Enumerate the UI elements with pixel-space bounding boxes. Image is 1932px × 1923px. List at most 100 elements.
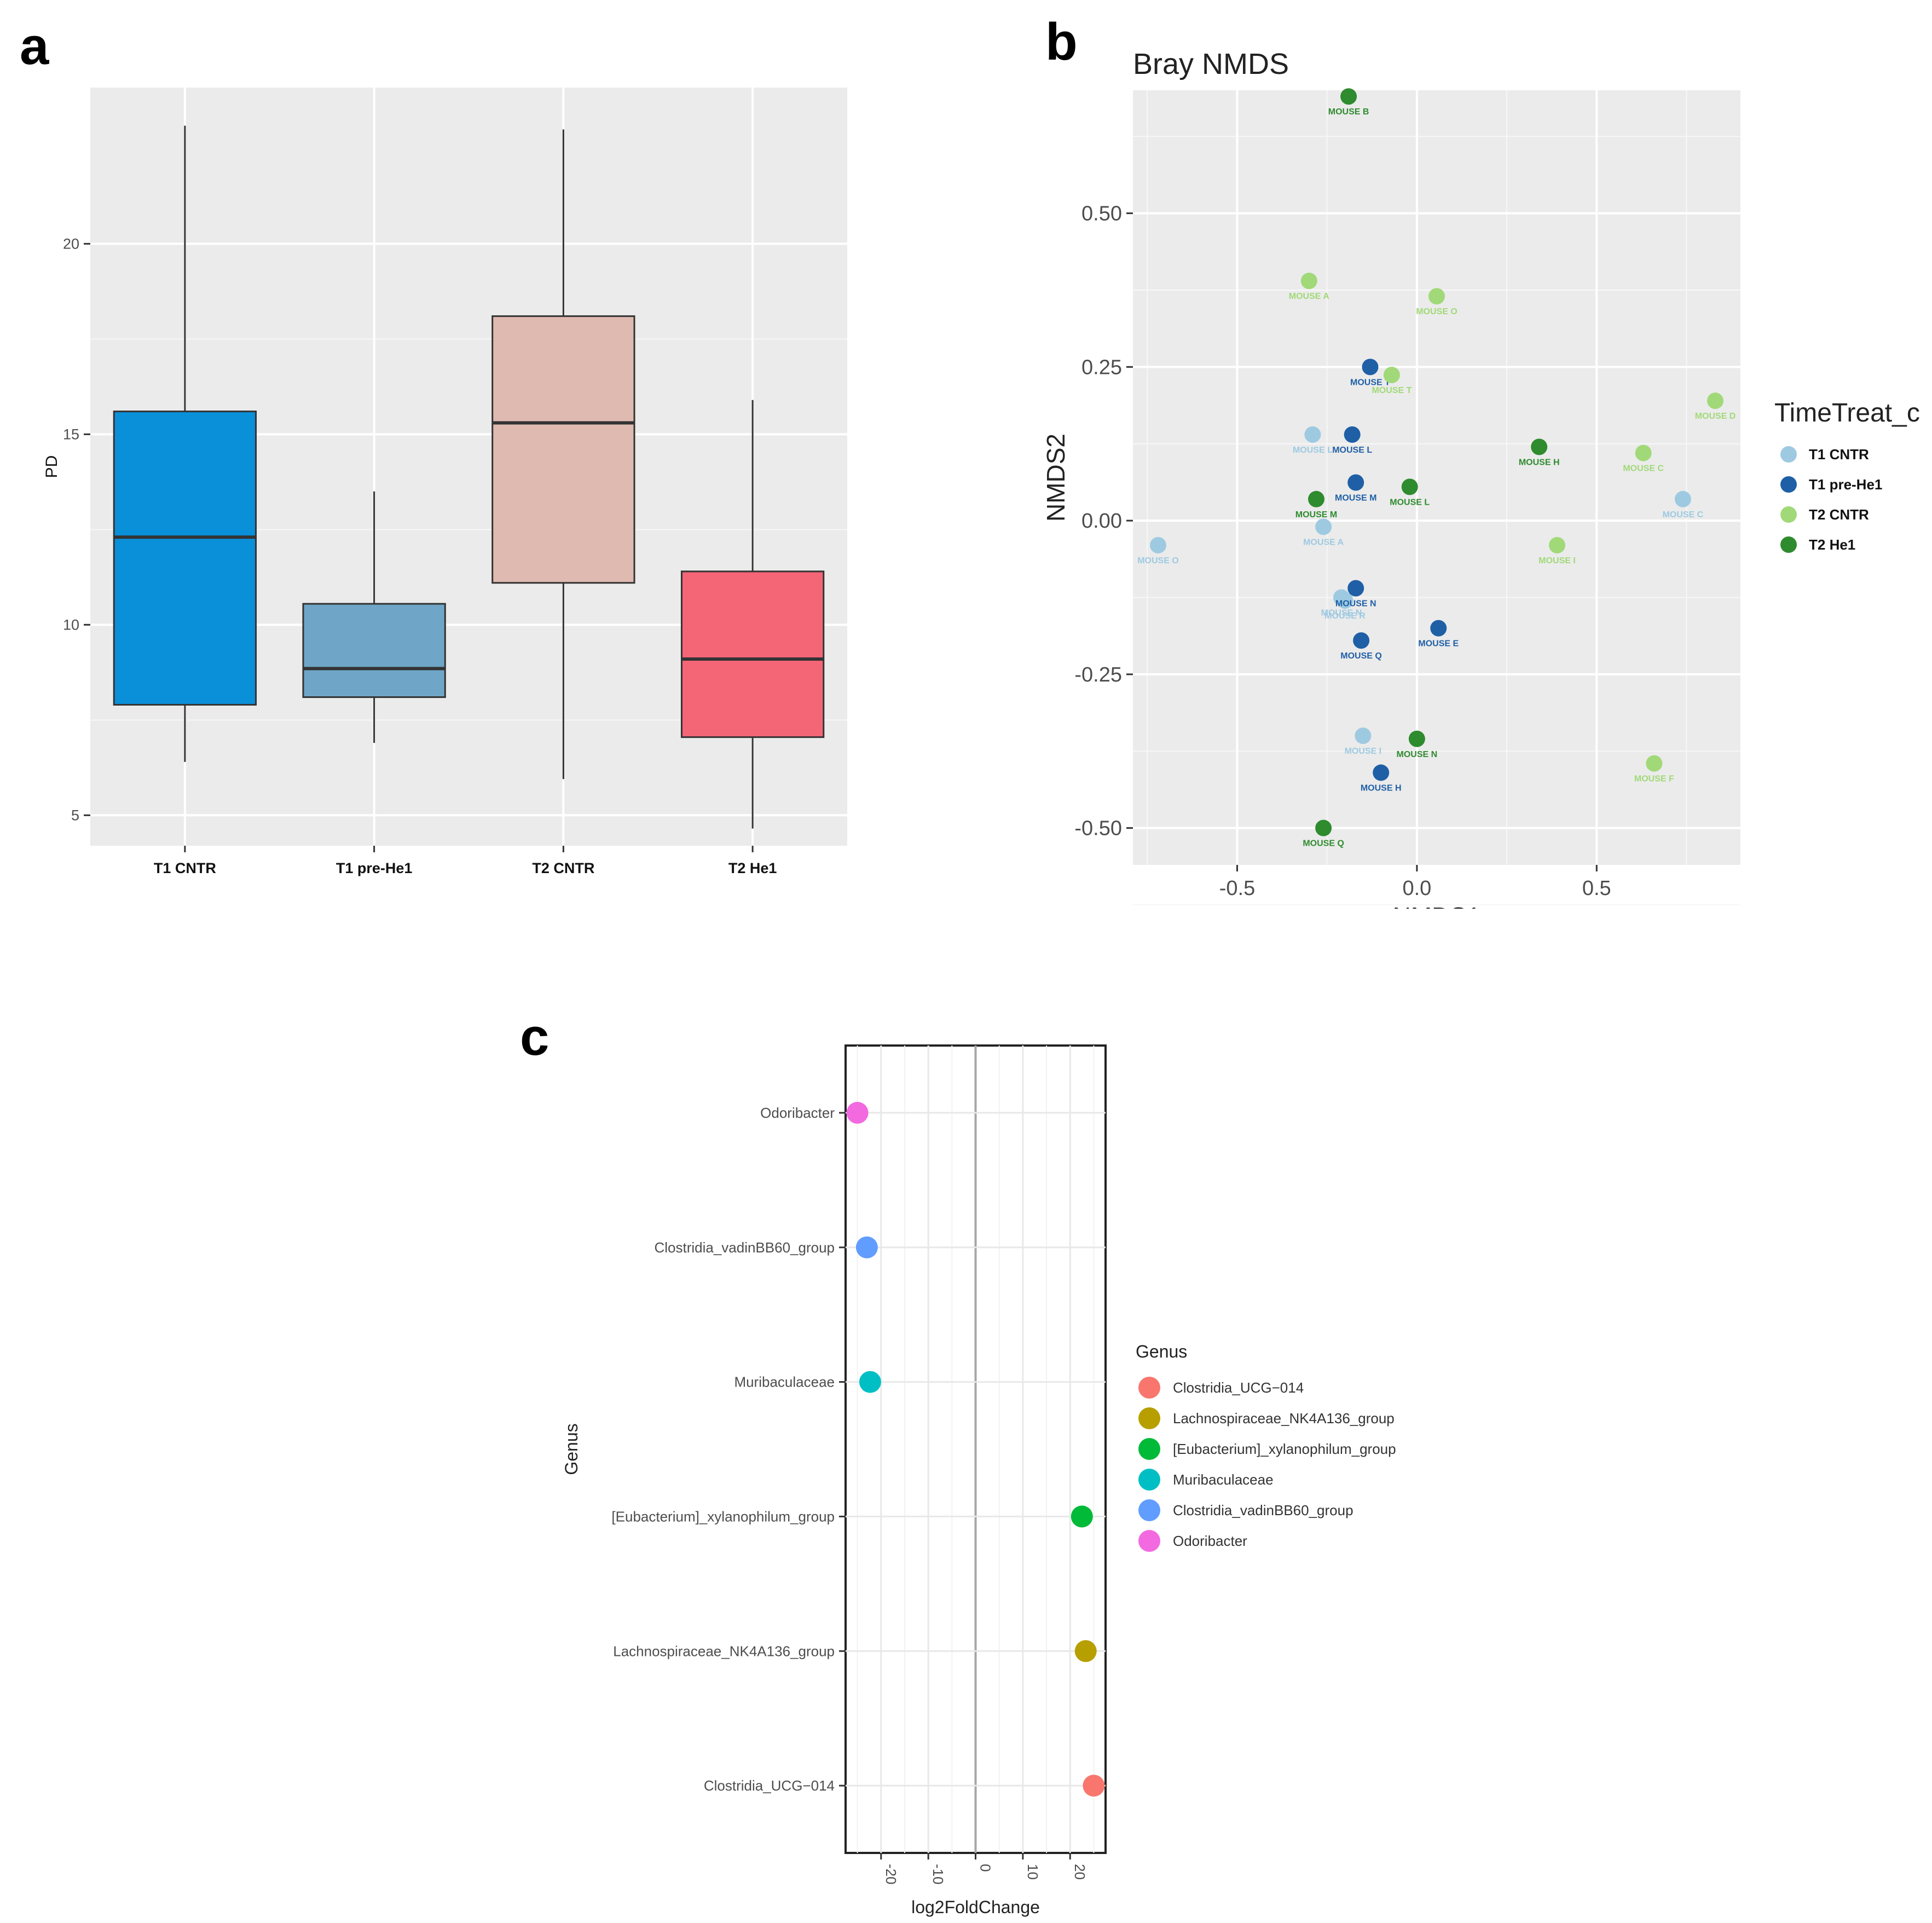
- point-t2-cntr: [1707, 392, 1724, 409]
- legend-label-t2-cntr: T2 CNTR: [1809, 506, 1869, 523]
- point-label: MOUSE C: [1663, 510, 1704, 519]
- point-t2-cntr: [1635, 444, 1652, 461]
- box-t2-cntr: [491, 315, 635, 584]
- dot-lachnospiraceae-nk4a136-group: [1074, 1640, 1097, 1662]
- legend-label-odoribacter: Odoribacter: [1173, 1533, 1247, 1549]
- point-label: MOUSE M: [1295, 510, 1337, 519]
- y-tick-label-clostridia-ucg-014: Clostridia_UCG−014: [704, 1777, 835, 1794]
- panel-letter-c: c: [520, 1008, 549, 1066]
- legend-key-clostridia-ucg-014: [1138, 1377, 1160, 1399]
- x-tick-label: 0: [977, 1864, 994, 1872]
- point-label: MOUSE H: [1519, 458, 1560, 467]
- x-tick-label-t2-cntr: T2 CNTR: [532, 860, 594, 876]
- box-t1-cntr: [113, 411, 257, 706]
- x-axis-label: NMDS1: [1392, 902, 1480, 909]
- point-label: MOUSE M: [1335, 493, 1376, 503]
- y-tick-label: 15: [63, 426, 79, 442]
- y-tick-label: -0.50: [1074, 817, 1122, 840]
- legend-key-eubacterium-xylanophilum-group: [1138, 1438, 1160, 1460]
- legend-label-muribaculaceae: Muribaculaceae: [1173, 1471, 1274, 1488]
- dot-muribaculaceae: [859, 1371, 881, 1393]
- y-axis-label: Genus: [562, 1423, 581, 1475]
- legend-label-t1-pre-he1: T1 pre-He1: [1809, 476, 1882, 493]
- x-axis-label: log2FoldChange: [911, 1897, 1040, 1917]
- point-label: MOUSE Q: [1303, 839, 1344, 848]
- y-axis-label: NMDS2: [1042, 434, 1070, 522]
- y-tick-label: 0.00: [1081, 510, 1122, 533]
- point-label: MOUSE N: [1335, 599, 1376, 609]
- point-t1-pre-he1: [1344, 426, 1361, 443]
- point-t1-cntr: [1304, 426, 1321, 443]
- legend-key-lachnospiraceae-nk4a136-group: [1138, 1407, 1160, 1429]
- point-t1-pre-he1: [1373, 764, 1390, 781]
- legend-label-t2-he1: T2 He1: [1809, 536, 1855, 553]
- point-t2-he1: [1531, 438, 1548, 455]
- point-t1-pre-he1: [1430, 620, 1447, 637]
- point-label: MOUSE T: [1372, 386, 1412, 395]
- point-t1-pre-he1: [1353, 632, 1370, 649]
- box-t2-he1: [680, 570, 825, 738]
- point-label: MOUSE F: [1634, 775, 1674, 784]
- point-t1-cntr: [1337, 592, 1353, 609]
- point-t2-he1: [1340, 88, 1357, 105]
- legend-title: TimeTreat_c: [1774, 399, 1920, 428]
- log2foldchange-dot-chart: Odoribacter Clostridia_vadinBB60_group Mur…: [562, 1044, 1396, 1917]
- nmds-scatter-chart: Bray NMDS -0.5 0.0 0.5 -0.50 -0.25 0.00 0.25 0.5…: [1042, 48, 1920, 909]
- legend-label-eubacterium-xylanophilum-group: [Eubacterium]_xylanophilum_group: [1173, 1441, 1396, 1457]
- point-t2-cntr: [1646, 755, 1663, 772]
- point-label: MOUSE D: [1695, 412, 1736, 421]
- point-t2-he1: [1401, 478, 1418, 495]
- y-tick-label-odoribacter: Odoribacter: [760, 1105, 835, 1121]
- point-label: MOUSE I: [1345, 747, 1382, 756]
- legend-key-t2-cntr: [1780, 506, 1797, 523]
- box-t1-pre-he1: [302, 603, 446, 698]
- y-tick-label: 5: [71, 807, 79, 823]
- point-t2-cntr: [1383, 366, 1400, 383]
- boxplot-chart: 5 10 15 20 T1 CNTR T1 pre-He1 T2 CNTR T2 He1 PD: [43, 88, 847, 876]
- y-tick-label-lachnospiraceae-nk4a136-group: Lachnospiraceae_NK4A136_group: [613, 1643, 835, 1659]
- point-label: MOUSE N: [1321, 608, 1362, 617]
- point-label: MOUSE N: [1397, 750, 1438, 759]
- legend-key-muribaculaceae: [1138, 1469, 1160, 1491]
- legend-label-lachnospiraceae-nk4a136-group: Lachnospiraceae_NK4A136_group: [1173, 1410, 1395, 1427]
- legend-label-clostridia-ucg-014: Clostridia_UCG−014: [1173, 1379, 1304, 1396]
- point-label: MOUSE E: [1418, 639, 1459, 649]
- y-tick-label: -0.25: [1074, 663, 1122, 686]
- legend-key-t2-he1: [1780, 536, 1797, 553]
- point-label: MOUSE O: [1416, 307, 1457, 316]
- point-t2-cntr: [1300, 273, 1317, 290]
- x-tick-label-t1-cntr: T1 CNTR: [154, 860, 216, 876]
- point-label: MOUSE L: [1390, 498, 1430, 507]
- legend-key-t1-cntr: [1780, 446, 1797, 463]
- x-tick-label: 20: [1072, 1864, 1088, 1880]
- point-t2-he1: [1315, 819, 1332, 836]
- x-tick-label: 0.0: [1402, 877, 1431, 900]
- x-tick-label-t1-pre-he1: T1 pre-He1: [336, 860, 413, 876]
- point-label: MOUSE O: [1137, 556, 1179, 565]
- panel-letter-a: a: [20, 17, 49, 76]
- legend-label-t1-cntr: T1 CNTR: [1809, 446, 1869, 463]
- point-t2-he1: [1308, 490, 1324, 507]
- x-tick-label: -20: [883, 1864, 899, 1885]
- dot-clostridia-vadinbb60-group: [855, 1236, 878, 1258]
- x-tick-label: 10: [1025, 1864, 1041, 1880]
- x-tick-label: -0.5: [1219, 877, 1255, 900]
- point-t1-cntr: [1315, 518, 1332, 535]
- chart-title: Bray NMDS: [1133, 48, 1289, 80]
- plot-background: [1133, 90, 1740, 865]
- point-t1-cntr: [1674, 490, 1691, 507]
- y-tick-label: 0.50: [1081, 203, 1122, 226]
- point-label: MOUSE H: [1361, 784, 1402, 793]
- point-label: MOUSE B: [1328, 107, 1369, 117]
- point-t2-cntr: [1428, 288, 1445, 305]
- point-t1-cntr: [1355, 727, 1372, 744]
- dot-odoribacter: [846, 1101, 869, 1124]
- point-t1-pre-he1: [1347, 580, 1364, 597]
- point-t2-he1: [1408, 730, 1425, 747]
- y-tick-label: 0.25: [1081, 356, 1122, 379]
- y-axis-label: PD: [43, 455, 61, 478]
- point-t1-pre-he1: [1347, 474, 1364, 491]
- x-tick-label: -10: [930, 1864, 946, 1885]
- legend-key-odoribacter: [1138, 1530, 1160, 1552]
- point-t1-cntr: [1149, 537, 1166, 554]
